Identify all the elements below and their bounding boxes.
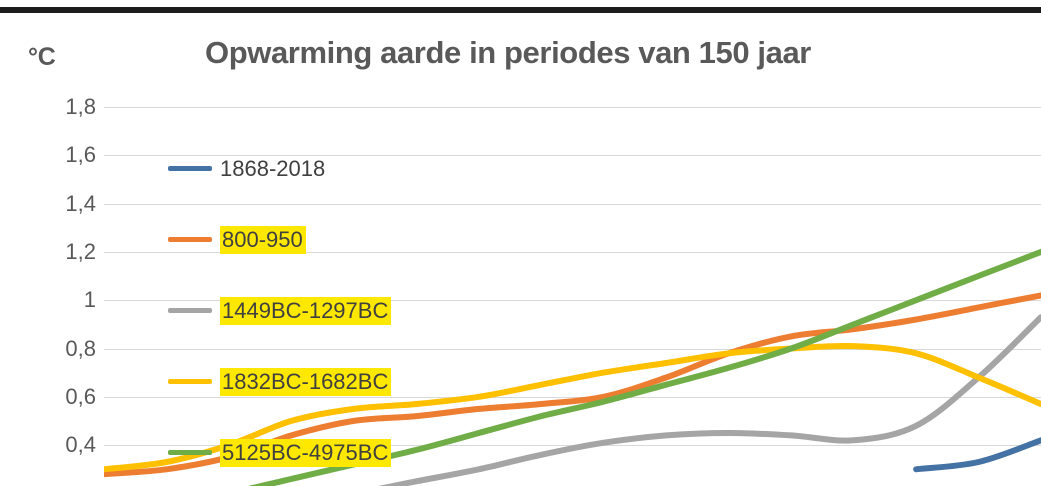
legend-color-swatch xyxy=(168,166,212,171)
legend-label: 5125BC-4975BC xyxy=(220,438,392,468)
y-axis: 1,8 1,6 1,4 1,2 1 0,8 0,6 0,4 xyxy=(0,13,96,486)
y-axis-tick-label: 1,6 xyxy=(65,142,96,168)
gridline xyxy=(104,252,1041,253)
legend-color-swatch xyxy=(168,379,212,384)
chart-legend: 1868-2018 800-950 1449BC-1297BC 1832BC-1682… xyxy=(0,13,1041,486)
chart-container: °C Opwarming aarde in periodes van 150 j… xyxy=(0,13,1041,486)
y-axis-tick-label: 1 xyxy=(83,287,96,313)
series-line xyxy=(378,314,1041,486)
series-line xyxy=(913,437,1041,473)
legend-color-swatch xyxy=(168,308,212,313)
gridline xyxy=(104,300,1041,301)
y-axis-tick-label: 1,4 xyxy=(65,190,96,216)
gridline xyxy=(104,204,1041,205)
highlight-marker: 1832BC-1682BC xyxy=(220,368,392,396)
top-divider-bar xyxy=(0,7,1041,13)
highlight-marker: 800-950 xyxy=(220,226,306,254)
highlight-marker: 5125BC-4975BC xyxy=(220,439,392,467)
legend-label: 1868-2018 xyxy=(220,156,326,181)
gridline xyxy=(104,155,1041,156)
gridline xyxy=(104,107,1041,108)
legend-color-swatch xyxy=(168,237,212,242)
y-axis-unit-label: °C xyxy=(28,43,56,71)
y-axis-tick-label: 1,8 xyxy=(65,94,96,119)
legend-label: 800-950 xyxy=(220,225,306,255)
legend-label: 1832BC-1682BC xyxy=(220,367,392,397)
legend-color-swatch xyxy=(168,450,212,455)
gridline xyxy=(104,397,1041,398)
y-axis-tick-label: 0,6 xyxy=(65,383,96,409)
y-axis-tick-label: 1,2 xyxy=(65,238,96,264)
legend-label: 1449BC-1297BC xyxy=(220,296,392,326)
series-line xyxy=(104,342,1041,473)
gridline xyxy=(104,349,1041,350)
y-axis-tick-label: 0,8 xyxy=(65,335,96,361)
highlight-marker: 1449BC-1297BC xyxy=(220,297,392,325)
y-axis-tick-label: 0,4 xyxy=(65,432,96,458)
series-line xyxy=(248,248,1041,486)
chart-title: Opwarming aarde in periodes van 150 jaar xyxy=(205,35,811,70)
